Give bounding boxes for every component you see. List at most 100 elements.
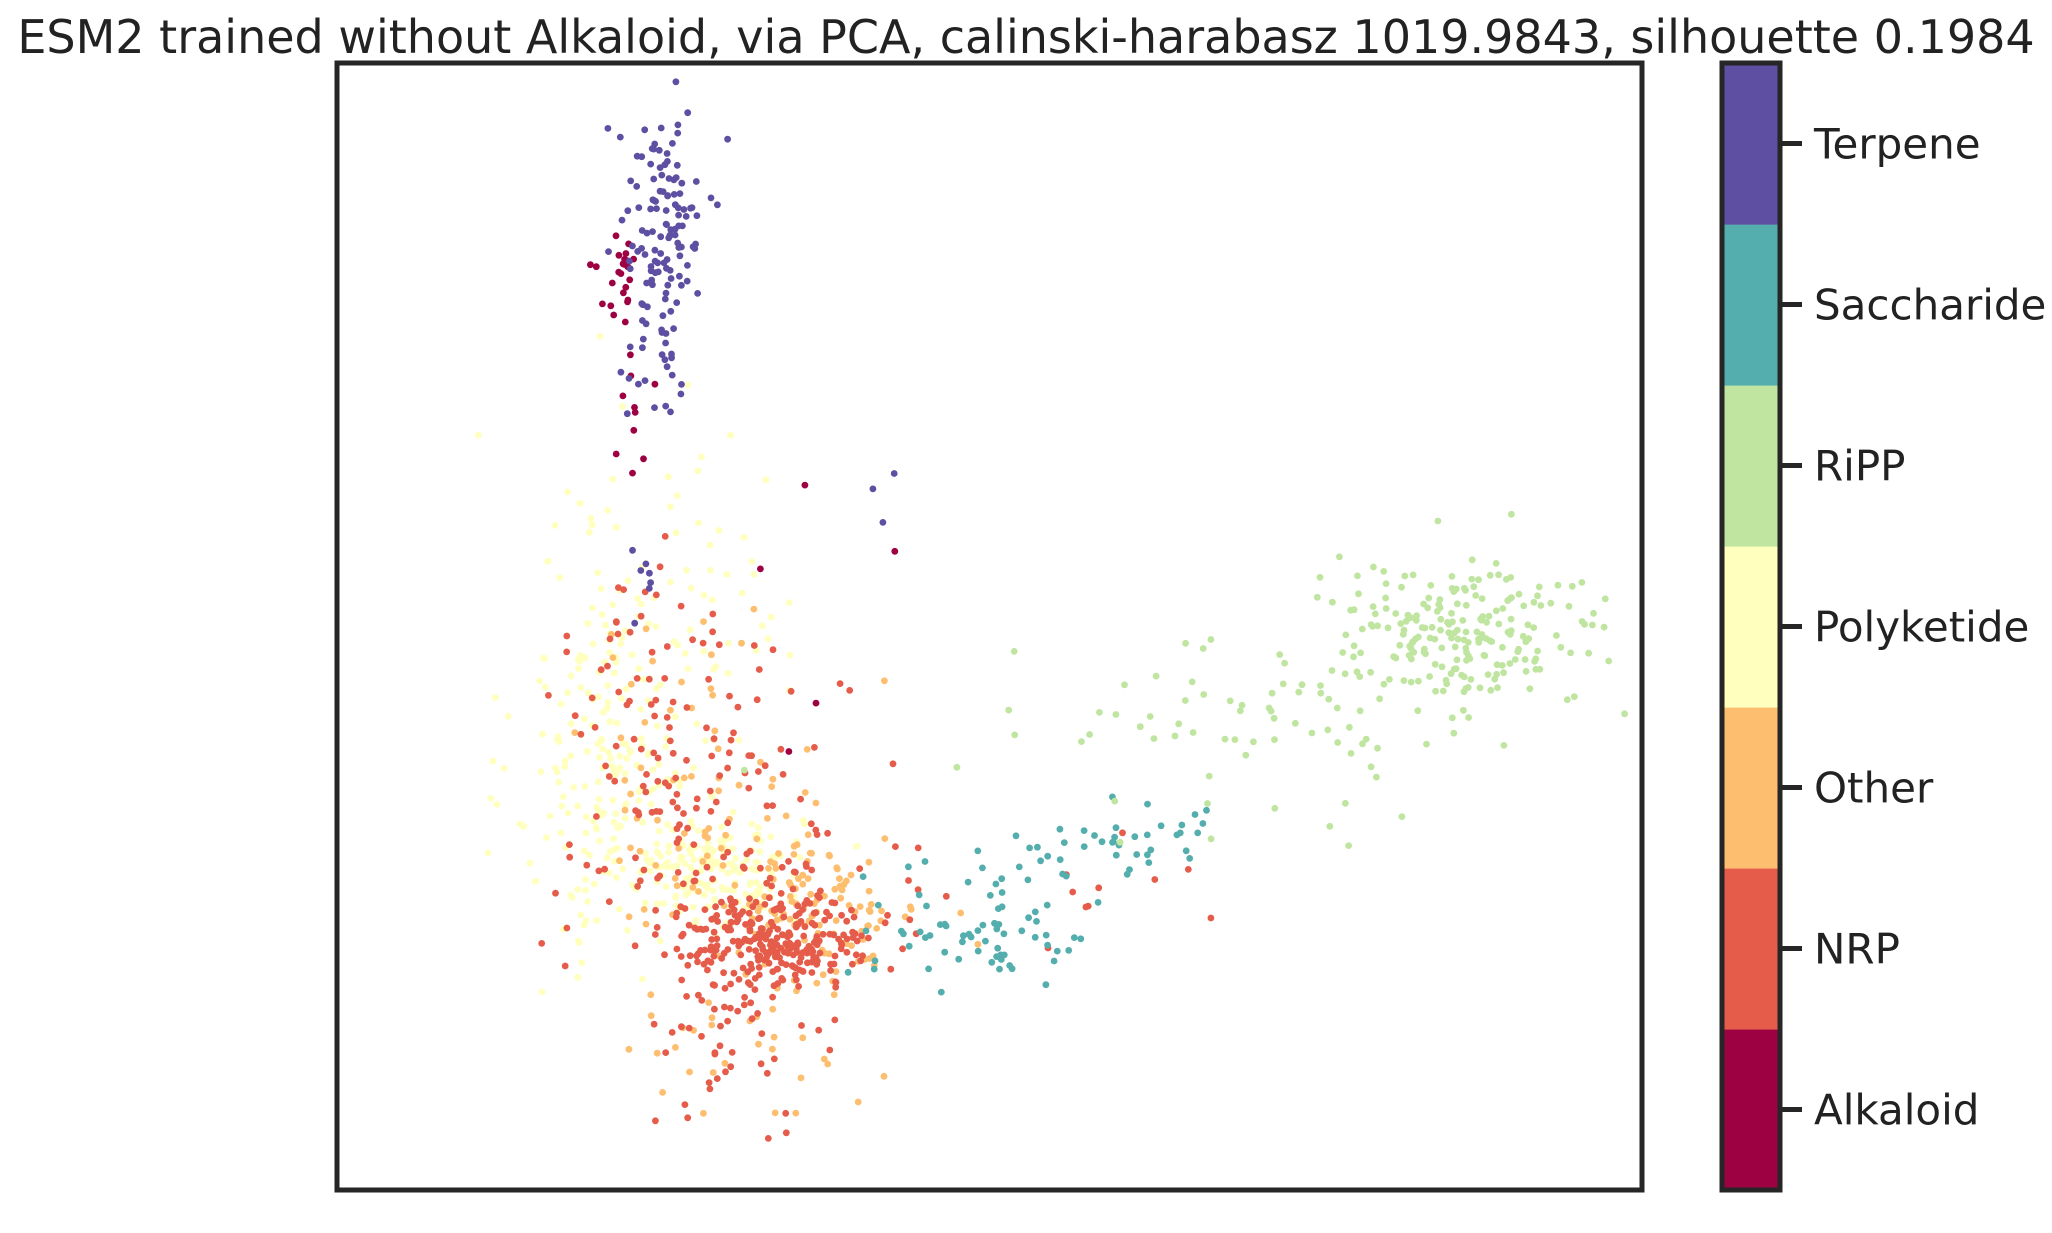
point-polyketide <box>684 381 692 389</box>
point-polyketide <box>584 898 591 905</box>
point-nrp <box>794 920 802 928</box>
point-other <box>771 1109 779 1117</box>
point-saccharide <box>1157 822 1165 830</box>
point-polyketide <box>595 796 603 803</box>
point-nrp <box>669 798 677 806</box>
point-terpene <box>618 216 626 224</box>
point-nrp <box>748 920 756 928</box>
point-nrp <box>640 866 648 874</box>
point-polyketide <box>500 765 508 772</box>
point-nrp <box>832 978 839 986</box>
point-nrp <box>694 958 701 966</box>
point-nrp <box>677 903 685 911</box>
point-nrp <box>790 868 798 876</box>
colorbar-segment-ripp <box>1722 385 1780 547</box>
point-polyketide <box>652 623 660 630</box>
point-ripp <box>1355 590 1362 598</box>
point-ripp <box>1476 684 1484 692</box>
point-polyketide <box>693 720 701 728</box>
point-other <box>865 887 873 895</box>
point-polyketide <box>672 892 680 900</box>
scatter-points <box>474 78 1628 1142</box>
point-nrp <box>745 784 753 792</box>
point-terpene <box>662 207 670 214</box>
point-polyketide <box>564 488 571 496</box>
point-polyketide <box>667 578 674 586</box>
point-nrp <box>759 925 766 932</box>
point-nrp <box>669 749 677 757</box>
point-polyketide <box>738 589 746 597</box>
point-nrp <box>643 771 650 778</box>
point-nrp <box>630 735 638 743</box>
point-other <box>652 862 660 869</box>
point-polyketide <box>588 521 596 529</box>
point-ripp <box>1530 624 1538 631</box>
point-nrp <box>699 926 707 933</box>
point-saccharide <box>1026 844 1033 852</box>
point-ripp <box>1005 706 1013 714</box>
point-ripp <box>1530 598 1538 606</box>
point-nrp <box>710 952 718 960</box>
point-polyketide <box>628 651 636 659</box>
point-saccharide <box>916 928 924 936</box>
point-polyketide <box>613 719 621 727</box>
point-other <box>790 851 798 858</box>
point-other <box>678 678 685 686</box>
point-nrp <box>708 915 716 923</box>
point-ripp <box>1448 609 1455 617</box>
point-nrp <box>797 795 804 803</box>
point-other <box>775 850 782 857</box>
point-ripp <box>1499 605 1507 612</box>
point-nrp <box>715 641 723 649</box>
point-ripp <box>1267 707 1275 715</box>
point-ripp <box>1281 659 1288 667</box>
point-ripp <box>1374 744 1381 752</box>
point-nrp <box>808 866 816 874</box>
point-polyketide <box>619 403 626 410</box>
point-polyketide <box>474 431 482 439</box>
point-terpene <box>667 408 674 416</box>
point-other <box>848 942 855 950</box>
point-nrp <box>737 951 745 959</box>
point-polyketide <box>748 820 755 828</box>
point-nrp <box>666 724 673 731</box>
point-polyketide <box>594 569 602 576</box>
point-other <box>836 875 843 882</box>
point-other <box>824 1060 832 1068</box>
point-nrp <box>583 861 591 869</box>
point-polyketide <box>567 672 575 680</box>
point-terpene <box>631 619 639 627</box>
point-alkaloid <box>801 481 809 489</box>
point-other <box>867 901 875 908</box>
point-ripp <box>1324 726 1332 734</box>
point-polyketide <box>623 754 631 762</box>
point-nrp <box>651 931 659 938</box>
point-ripp <box>1402 617 1410 625</box>
point-polyketide <box>614 844 621 852</box>
point-nrp <box>857 957 865 965</box>
point-ripp <box>1199 645 1207 652</box>
point-other <box>771 860 778 867</box>
point-saccharide <box>1131 833 1139 841</box>
point-nrp <box>718 954 726 962</box>
point-terpene <box>604 124 612 132</box>
point-ripp <box>1357 649 1364 657</box>
point-other <box>640 906 648 913</box>
point-ripp <box>1443 680 1451 688</box>
series-ripp <box>740 510 1628 849</box>
point-ripp <box>1400 626 1408 634</box>
point-terpene <box>668 350 675 358</box>
point-nrp <box>801 900 809 908</box>
point-polyketide <box>689 903 697 911</box>
point-polyketide <box>762 476 770 484</box>
point-terpene <box>670 325 677 332</box>
point-ripp <box>1347 750 1355 757</box>
point-nrp <box>571 712 579 720</box>
point-polyketide <box>582 876 589 883</box>
point-ripp <box>1231 736 1239 743</box>
point-saccharide <box>926 932 934 939</box>
point-polyketide <box>541 683 549 691</box>
point-ripp <box>1488 638 1496 645</box>
colorbar-label-nrp: NRP <box>1814 925 1900 974</box>
point-other <box>647 1012 655 1020</box>
